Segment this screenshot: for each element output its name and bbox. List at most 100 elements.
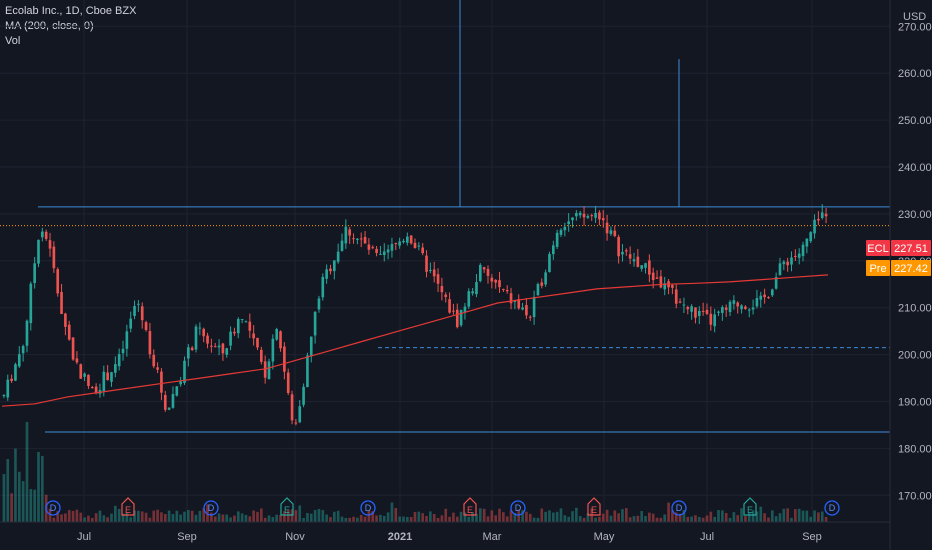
candle-body <box>782 261 786 265</box>
volume-bar <box>344 517 348 522</box>
volume-bar <box>820 511 824 522</box>
candle-body <box>744 306 747 309</box>
volume-bar <box>21 481 25 522</box>
volume-bar <box>64 513 67 522</box>
volume-bar <box>87 515 90 522</box>
level-lines <box>0 0 890 433</box>
volume-bar <box>824 516 828 522</box>
candle-body <box>87 374 90 386</box>
candle-body <box>471 291 474 294</box>
candle-body <box>179 381 182 385</box>
candle-body <box>83 373 86 377</box>
candle-body <box>129 318 133 329</box>
volume-bar <box>313 510 317 522</box>
volume-bar <box>421 513 425 522</box>
candle-body <box>544 272 547 285</box>
volume-bar <box>190 510 194 522</box>
candle-body <box>60 292 63 315</box>
volume-bar <box>106 517 109 522</box>
candle-body <box>417 245 421 247</box>
volume-bar <box>309 513 313 522</box>
candle-body <box>317 298 321 310</box>
volume-bar <box>183 511 186 522</box>
volume-bar <box>79 512 83 522</box>
candle-body <box>548 254 551 273</box>
candle-body <box>659 276 663 288</box>
candle-body <box>390 244 394 251</box>
candle-body <box>33 263 36 284</box>
time-axis[interactable]: Jul Sep Nov 2021 Mar May Jul Sep <box>0 521 890 543</box>
candle-body <box>413 242 417 249</box>
candle-body <box>513 300 517 302</box>
candle-body <box>356 238 359 241</box>
volume-bar <box>29 489 33 522</box>
candle-body <box>137 303 140 305</box>
volume-bar <box>717 510 720 522</box>
candle-body <box>152 354 156 367</box>
candle-body <box>747 309 751 311</box>
price-axis[interactable]: 280.00270.00260.00250.00240.00230.00220.… <box>866 0 932 550</box>
volume-bar <box>256 511 259 522</box>
candle-body <box>10 378 13 382</box>
candle-body <box>283 346 286 372</box>
volume-bar <box>721 510 724 522</box>
volume-bar <box>213 516 217 522</box>
volume-bar <box>206 504 209 522</box>
volume-bar <box>598 516 601 522</box>
candle-body <box>786 261 789 266</box>
volume-bar <box>713 516 716 522</box>
volume-bar <box>478 508 482 522</box>
candles <box>2 204 828 426</box>
candle-body <box>436 274 440 284</box>
candle-body <box>763 294 766 298</box>
candle-body <box>686 306 690 310</box>
volume-bar <box>667 502 670 522</box>
candle-body <box>405 236 409 243</box>
volume-bar <box>571 511 574 522</box>
currency-label: USD <box>903 11 926 23</box>
volume-bar <box>548 510 551 522</box>
symbol-title[interactable]: Ecolab Inc., 1D, Cboe BZX <box>5 5 137 17</box>
candle-body <box>48 240 52 249</box>
earnings-marker-icon <box>280 497 294 516</box>
candle-body <box>463 306 467 312</box>
volume-bar <box>517 509 521 522</box>
candle-body <box>517 299 521 309</box>
volume-bar <box>575 507 578 522</box>
candle-body <box>367 244 371 250</box>
candle-body <box>613 230 617 237</box>
candle-body <box>609 230 613 234</box>
volume-bar <box>655 517 659 522</box>
volume-bar <box>751 510 755 522</box>
candle-body <box>724 307 728 310</box>
volume-bar <box>187 509 190 522</box>
volume-bar <box>778 513 782 522</box>
dividend-marker-letter: D <box>676 503 683 513</box>
candle-body <box>605 222 609 234</box>
volume-bar <box>179 514 182 522</box>
candle-body <box>636 256 640 267</box>
volume-bar <box>521 510 524 522</box>
volume-bar <box>194 514 198 522</box>
volume-bar <box>767 517 770 522</box>
volume-bar <box>275 514 279 522</box>
candle-body <box>263 361 267 378</box>
candle-body <box>90 387 94 389</box>
volume-bar <box>379 514 382 522</box>
badge-label-bg <box>866 260 890 276</box>
volume-bar <box>83 517 86 522</box>
volume-indicator-label[interactable]: Vol <box>5 35 21 47</box>
candle-body <box>505 290 509 292</box>
candle-body <box>575 213 578 217</box>
candle-body <box>709 313 713 325</box>
candle-body <box>674 289 678 304</box>
earnings-marker-icon <box>463 497 477 516</box>
candle-body <box>2 395 6 397</box>
candle-body <box>794 255 797 257</box>
volume-bar <box>152 510 156 522</box>
candle-body <box>175 386 179 396</box>
volume-bar <box>133 510 136 522</box>
volume-bar <box>805 510 809 522</box>
